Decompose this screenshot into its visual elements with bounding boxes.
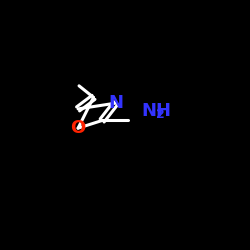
Text: 2: 2 xyxy=(156,108,164,121)
Text: NH: NH xyxy=(142,102,172,120)
Text: N: N xyxy=(108,94,123,112)
Text: O: O xyxy=(70,119,86,137)
